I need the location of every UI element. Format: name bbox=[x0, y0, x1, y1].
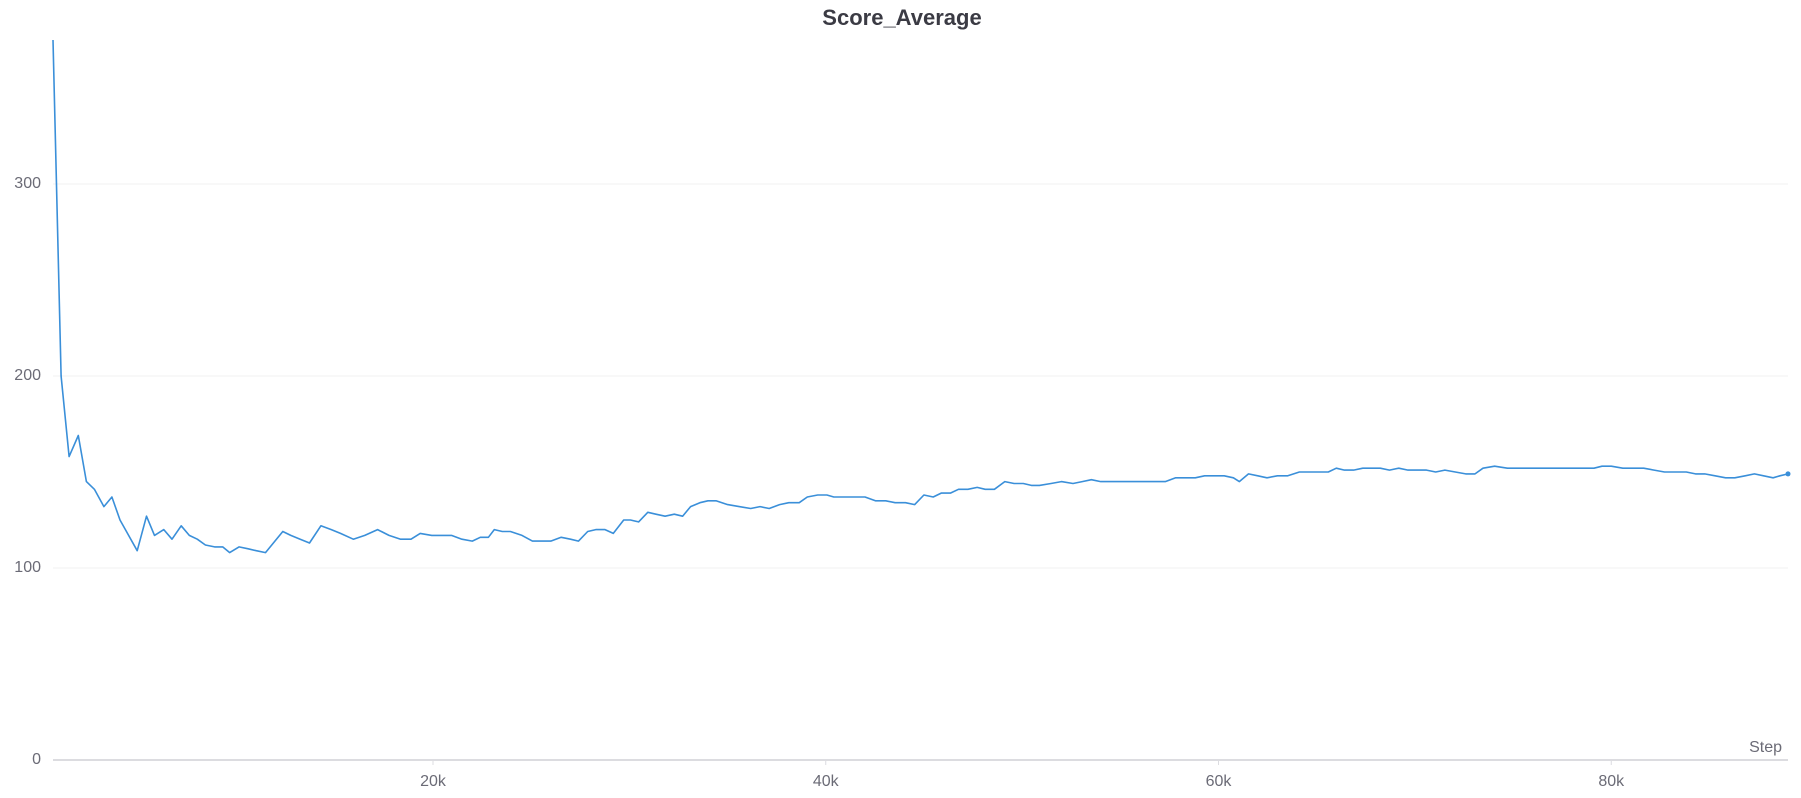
end-point bbox=[1785, 471, 1791, 477]
x-tick-label: 20k bbox=[420, 773, 447, 790]
y-tick-label: 100 bbox=[14, 559, 41, 576]
line-series bbox=[52, 39, 1789, 554]
x-tick-label: 80k bbox=[1598, 773, 1625, 790]
y-tick-label: 200 bbox=[14, 367, 41, 384]
x-tick-label: 40k bbox=[813, 773, 840, 790]
x-tick-label: 60k bbox=[1206, 773, 1233, 790]
y-tick-label: 0 bbox=[32, 751, 41, 768]
y-tick-label: 300 bbox=[14, 175, 41, 192]
x-axis-label: Step bbox=[1749, 739, 1782, 756]
chart-title: Score_Average bbox=[822, 5, 981, 30]
